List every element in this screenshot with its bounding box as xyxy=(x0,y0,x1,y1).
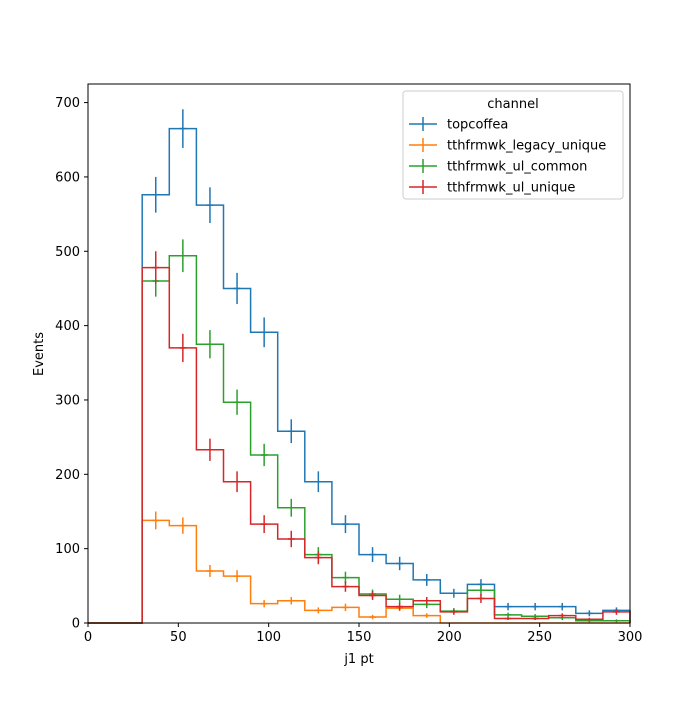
y-axis-label: Events xyxy=(32,332,47,376)
legend-entry: tthfrmwk_ul_common xyxy=(409,159,587,175)
step-line-tthfrmwk_ul_unique xyxy=(88,266,631,624)
x-axis-label: j1 pt xyxy=(343,652,373,667)
legend-entries: topcoffea tthfrmwk_legacy_unique tthfrmwk_… xyxy=(409,117,606,196)
legend: channel topcoffeatthfrmwk_legacy_uniquet… xyxy=(402,90,624,200)
legend-entry: tthfrmwk_ul_unique xyxy=(409,180,575,196)
x-axis: 0 50 100 150 200 250 300 xyxy=(84,623,643,645)
y-tick-label: 300 xyxy=(55,393,80,408)
y-tick-label: 700 xyxy=(55,96,80,111)
legend-label: tthfrmwk_ul_common xyxy=(447,160,587,175)
legend-label: tthfrmwk_legacy_unique xyxy=(447,139,606,154)
x-tick-label: 0 xyxy=(84,630,92,645)
y-axis: 0 100 200 300 400 500 600 700 xyxy=(55,96,88,632)
legend-label: topcoffea xyxy=(447,118,508,133)
x-tick-label: 150 xyxy=(347,630,372,645)
series-tthfrmwk_ul_unique xyxy=(88,251,631,624)
x-tick-label: 300 xyxy=(618,630,643,645)
y-tick-label: 100 xyxy=(55,542,80,557)
legend-entry: topcoffea xyxy=(409,117,508,133)
x-tick-label: 200 xyxy=(437,630,462,645)
x-tick-label: 50 xyxy=(170,630,187,645)
legend-entry: tthfrmwk_legacy_unique xyxy=(409,138,606,154)
legend-label: tthfrmwk_ul_unique xyxy=(447,181,575,196)
y-tick-label: 600 xyxy=(55,170,80,185)
y-tick-label: 200 xyxy=(55,468,80,483)
y-tick-label: 0 xyxy=(72,617,80,632)
series-topcoffea xyxy=(88,109,631,624)
y-tick-label: 500 xyxy=(55,245,80,260)
x-tick-label: 100 xyxy=(256,630,281,645)
step-line-topcoffea xyxy=(88,127,631,624)
y-tick-label: 400 xyxy=(55,319,80,334)
legend-box xyxy=(402,90,624,200)
x-tick-label: 250 xyxy=(527,630,552,645)
legend-title: channel xyxy=(487,97,538,112)
